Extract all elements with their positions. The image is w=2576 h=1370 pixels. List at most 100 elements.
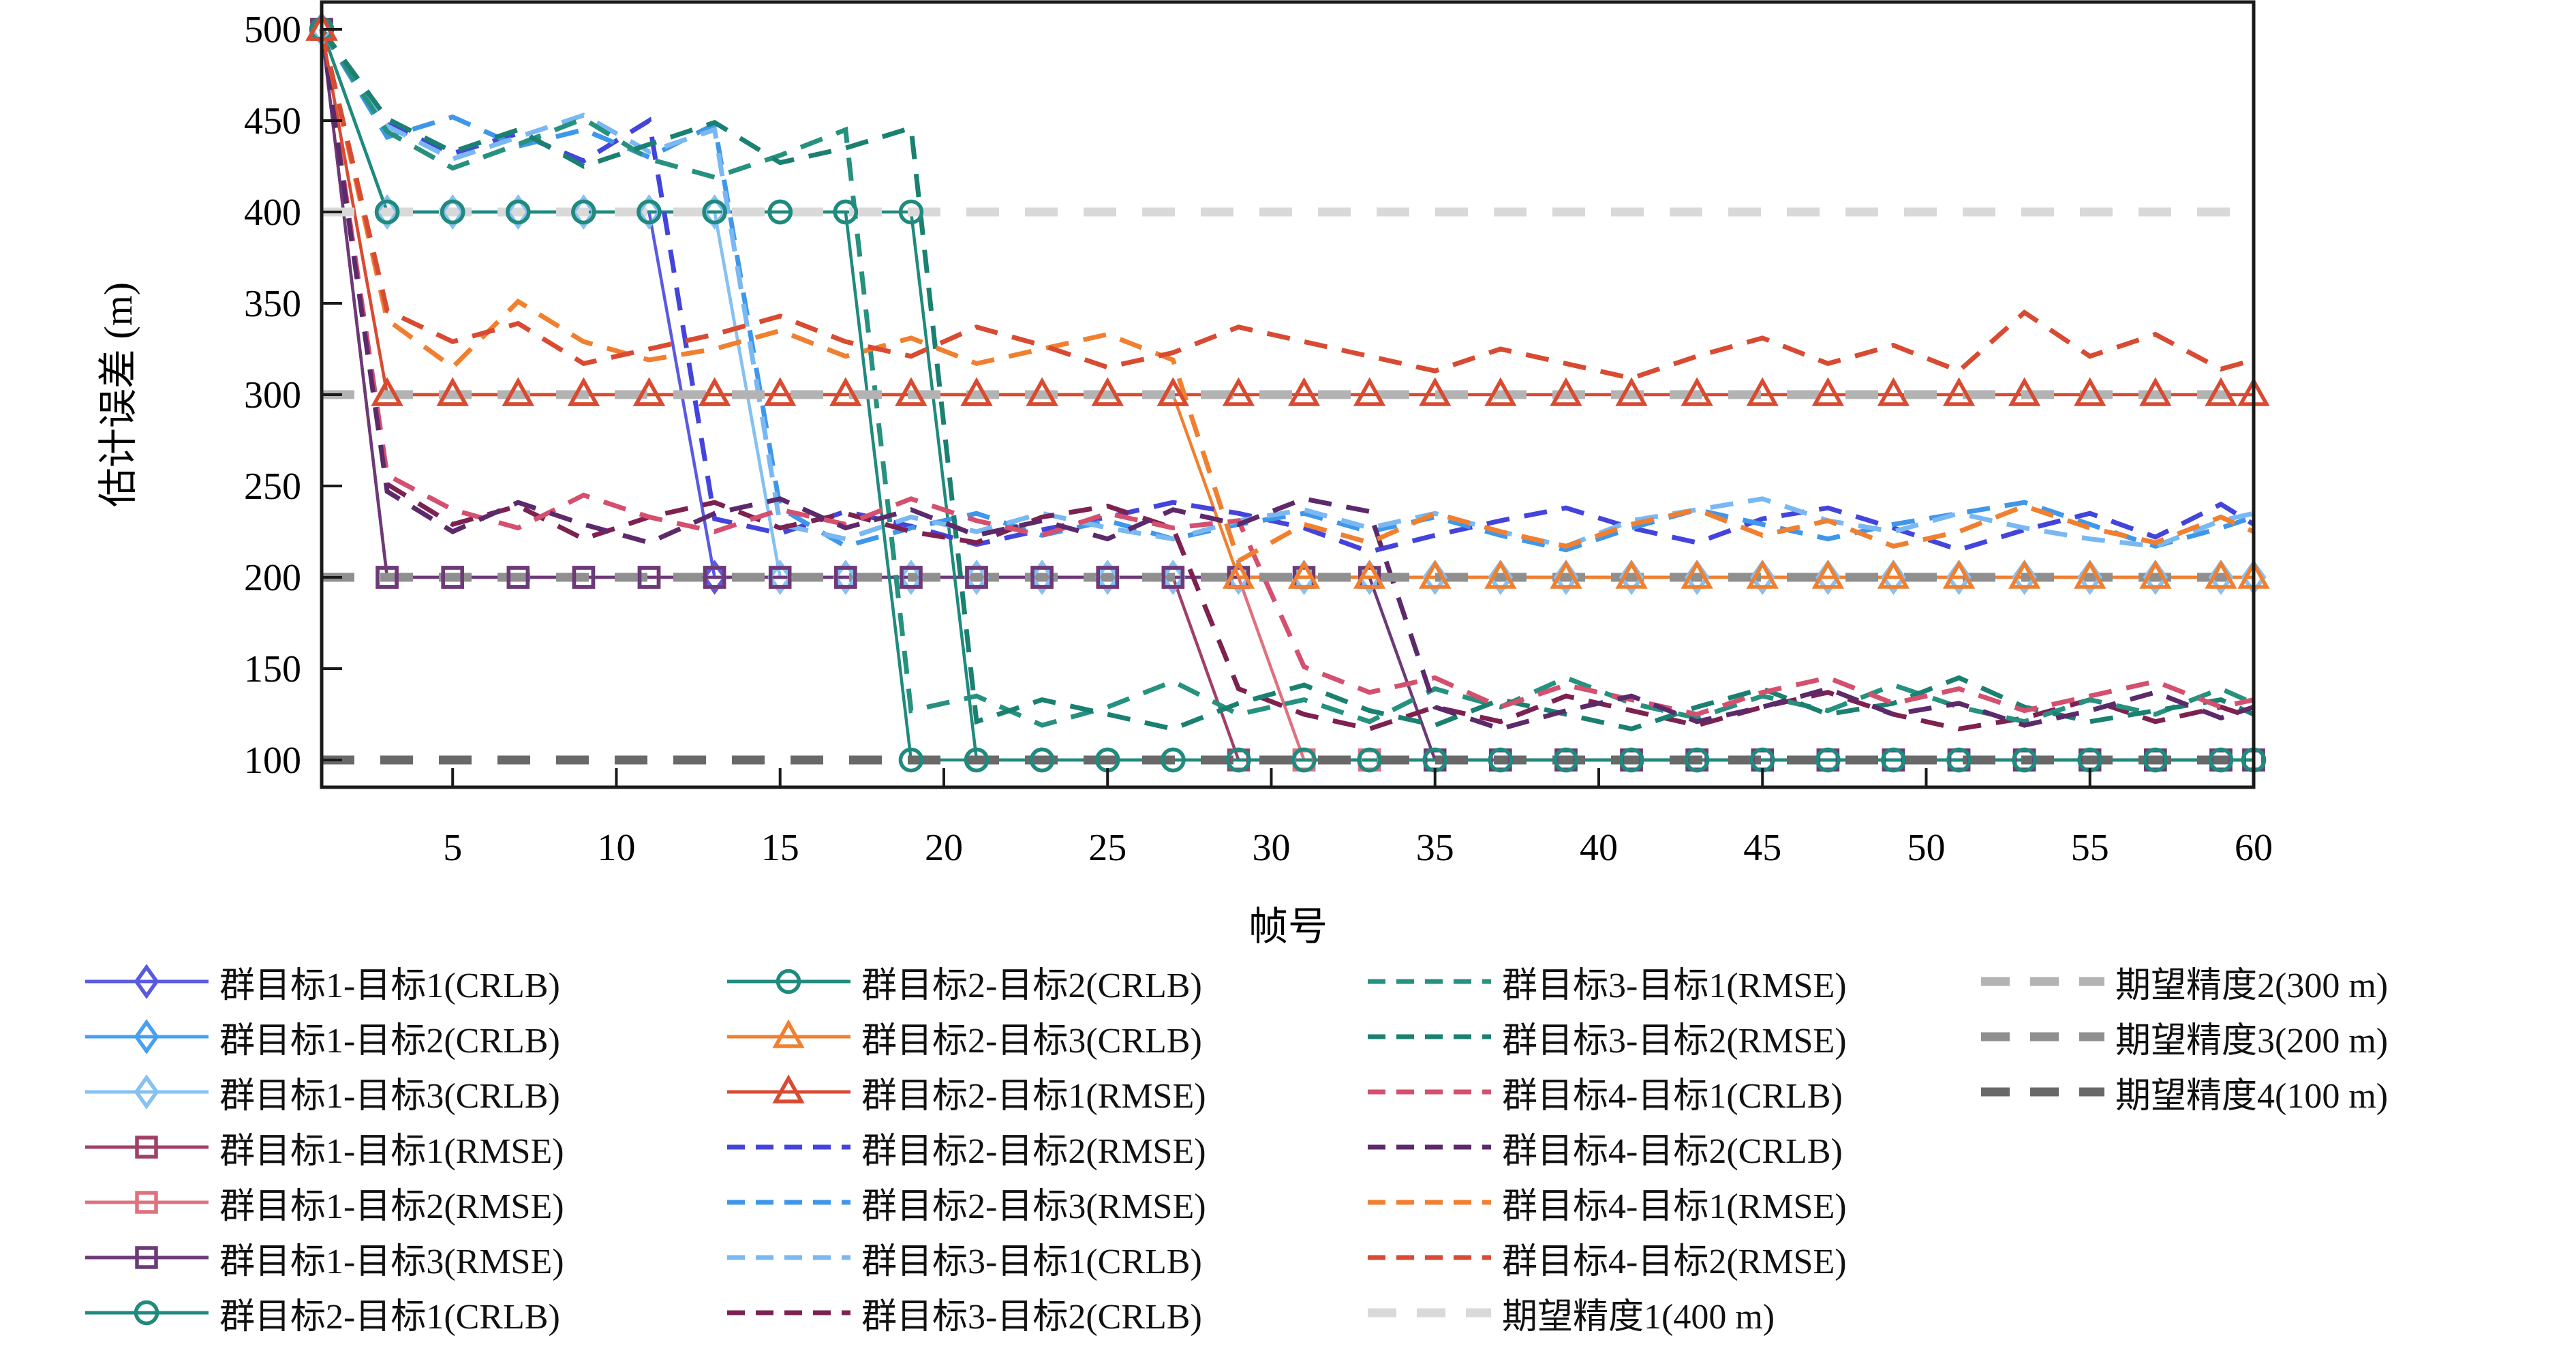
legend-label: 群目标2-目标2(RMSE) [861,1131,1206,1171]
y-tick-label: 400 [244,192,301,234]
x-tick-label: 35 [1416,827,1454,869]
legend-label: 群目标2-目标3(RMSE) [861,1187,1206,1226]
legend-entry: 群目标3-目标1(RMSE) [1366,961,1847,1005]
legend-label: 群目标4-目标2(CRLB) [1502,1131,1843,1171]
legend-entry: 群目标3-目标1(CRLB) [726,1237,1206,1281]
legend-swatch [85,1246,209,1269]
series-line-7 [320,29,2254,762]
axes: 5 10 15 20 25 30 35 40 45 50 55 60 100 150 200 250 300 35… [244,0,2273,869]
legend-label: 群目标1-目标2(CRLB) [219,1021,560,1061]
legend-label: 群目标3-目标1(RMSE) [1502,966,1847,1005]
x-axis-label: 帧号 [1248,904,1328,949]
legend-entry: 期望精度1(400 m) [1366,1292,1847,1337]
series-line-2 [320,29,2254,579]
legend-swatch [727,1074,850,1103]
legend-label: 群目标2-目标2(CRLB) [861,966,1202,1005]
x-tick-label: 45 [1743,827,1781,869]
legend-entry: 群目标1-目标2(RMSE) [84,1182,564,1226]
legend-swatch [1981,1087,2104,1097]
legend-swatch [1368,979,1491,984]
series-line-15 [320,27,2255,732]
legend-swatch [85,1074,209,1110]
x-tick-label: 55 [2071,827,2109,869]
legend-swatch [1368,1144,1491,1150]
x-tick-label: 30 [1252,827,1290,869]
y-tick-label: 250 [244,466,301,508]
legend-label: 群目标1-目标2(RMSE) [219,1187,564,1226]
series-line-10 [320,28,2255,555]
legend-label: 群目标1-目标1(CRLB) [219,966,560,1005]
legend-entry: 群目标4-目标1(RMSE) [1366,1182,1847,1226]
legend-swatch [727,1310,850,1315]
legend-swatch [1368,1255,1491,1260]
legend-entry: 群目标3-目标2(RMSE) [1366,1016,1847,1061]
markers-9 [305,12,2270,406]
reference-lines [322,207,2254,765]
legend-label: 期望精度1(400 m) [1502,1297,1775,1337]
legend-swatch [85,1136,209,1159]
series-line-13 [319,29,2255,732]
legend-swatch [727,969,850,994]
x-tick-label: 20 [925,827,963,869]
legend-entry: 群目标4-目标2(CRLB) [1366,1127,1847,1171]
legend-label: 群目标3-目标1(CRLB) [861,1242,1202,1281]
legend-swatch [1981,977,2104,986]
series-line-9 [320,29,2254,397]
x-tick-label: 5 [443,827,462,869]
legend-swatch [727,1255,850,1260]
legend-entry: 期望精度3(200 m) [1980,1016,2388,1061]
legend-swatch [727,1200,850,1205]
legend-entry: 群目标1-目标3(RMSE) [84,1237,564,1281]
series-line-11 [320,28,2255,553]
series-line-1 [320,29,2254,579]
legend-entry: 群目标2-目标3(CRLB) [726,1016,1206,1061]
x-tick-label: 40 [1580,827,1618,869]
legend-entry: 群目标2-目标2(CRLB) [726,961,1206,1005]
series-line-14 [320,28,2255,728]
legend-label: 期望精度4(100 m) [2115,1076,2389,1116]
legend-swatch [727,1019,850,1048]
series-line-17 [319,29,2255,732]
legend-label: 群目标4-目标1(RMSE) [1502,1187,1847,1226]
legend-label: 群目标2-目标1(CRLB) [219,1297,560,1337]
series-line-19 [319,29,2254,381]
x-tick-label: 60 [2235,827,2273,869]
series-line-8 [320,29,2254,579]
legend-swatch [85,1191,209,1214]
y-tick-label: 100 [244,740,301,782]
legend-entry: 期望精度4(100 m) [1980,1071,2388,1116]
legend-swatch [1981,1032,2104,1041]
legend-label: 期望精度2(300 m) [2115,966,2389,1005]
legend-swatch [1368,1089,1491,1095]
legend-label: 群目标4-目标1(CRLB) [1502,1076,1843,1116]
legend-column-3: 群目标3-目标1(RMSE) 群目标3-目标2(RMSE) 群目标4-目标1(CRL… [1366,961,1847,1348]
y-tick-label: 350 [244,283,301,325]
legend-entry: 群目标1-目标1(CRLB) [84,961,564,1005]
legend-swatch [85,1019,209,1054]
y-tick-label: 500 [244,9,301,51]
legend-swatch [727,1144,850,1150]
legend-label: 群目标1-目标1(RMSE) [219,1131,564,1171]
x-tick-label: 25 [1088,827,1126,869]
markers-7 [309,16,2267,773]
legend-swatch [85,1300,209,1326]
legend-label: 群目标1-目标3(RMSE) [219,1242,564,1281]
legend-entry: 群目标4-目标1(CRLB) [1366,1071,1847,1116]
legend-swatch [85,964,209,999]
legend-label: 群目标2-目标3(CRLB) [861,1021,1202,1061]
series-lines [319,27,2255,762]
x-tick-label: 50 [1907,827,1945,869]
legend-entry: 群目标2-目标1(CRLB) [84,1292,564,1337]
legend-entry: 群目标2-目标2(RMSE) [726,1127,1206,1171]
y-tick-label: 450 [244,100,301,142]
legend-entry: 群目标2-目标1(RMSE) [726,1071,1206,1116]
legend-entry: 群目标3-目标2(CRLB) [726,1292,1206,1337]
legend-entry: 期望精度2(300 m) [1980,961,2388,1005]
series-line-18 [319,29,2255,565]
series-line-12 [320,28,2254,549]
series-line-16 [319,29,2254,717]
legend-entry: 群目标1-目标3(CRLB) [84,1071,564,1116]
y-tick-label: 150 [244,648,301,690]
legend-column-2: 群目标2-目标2(CRLB) 群目标2-目标3(CRLB) 群目标2-目标1(RMS… [726,961,1206,1348]
